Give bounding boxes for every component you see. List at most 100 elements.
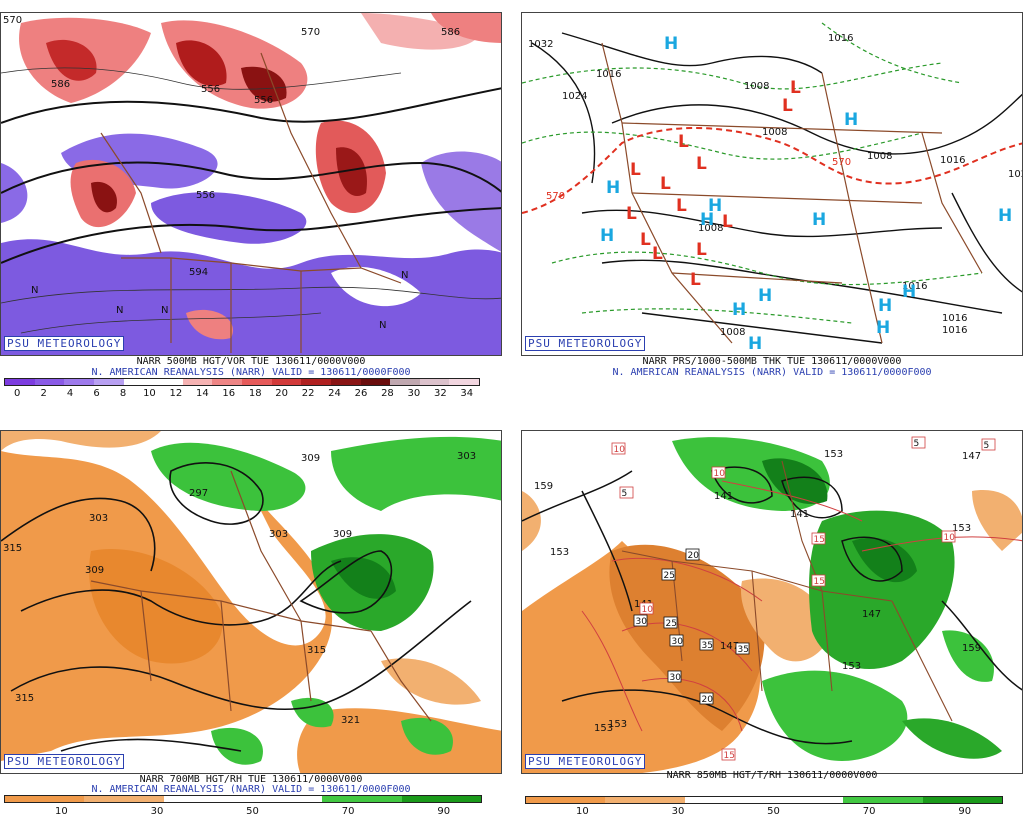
colorbar-swatch	[401, 796, 481, 802]
contour-label: 556	[254, 95, 273, 106]
high-pressure-marker: H	[876, 318, 890, 338]
colorbar-tick-label: 22	[301, 388, 315, 399]
colorbar-swatch	[153, 379, 183, 385]
psu-meteorology-brand: PSU METEOROLOGY	[4, 336, 125, 351]
colorbar-tick-label: 10	[575, 806, 589, 817]
colorbar-tick-label: 24	[328, 388, 341, 399]
colorbar-swatch	[271, 379, 302, 385]
temperature-label: 10	[611, 442, 626, 455]
temperature-label: 5	[981, 438, 996, 451]
temperature-label: 30	[633, 614, 648, 627]
high-pressure-marker: H	[664, 34, 678, 54]
colorbar-swatch	[5, 796, 85, 802]
vorticity-map: 570 586 570 586 556 556 556 594 N N N N …	[0, 12, 502, 356]
colorbar-tick-label: 30	[671, 806, 685, 817]
rh850-colorbar-labels: 10 30 50 70 90	[525, 806, 1003, 818]
colorbar-swatch	[163, 796, 243, 802]
temperature-label: 30	[667, 670, 682, 683]
contour-label: 1008	[867, 151, 892, 162]
high-pressure-marker: H	[748, 334, 762, 354]
contour-label: 153	[608, 719, 627, 730]
temperature-label: 15	[721, 748, 736, 761]
n-marker: N	[379, 320, 386, 331]
low-pressure-marker: L	[782, 96, 793, 116]
colorbar-tick-label: 90	[437, 806, 451, 817]
temperature-label: 5	[911, 436, 926, 449]
n-marker: N	[161, 305, 168, 316]
colorbar-tick-label: 14	[195, 388, 209, 399]
high-pressure-marker: H	[844, 110, 858, 130]
colorbar-swatch	[301, 379, 331, 385]
contour-label: 309	[333, 529, 352, 540]
contour-label: 1008	[720, 327, 745, 338]
contour-label: 1008	[744, 81, 769, 92]
colorbar-swatch	[330, 379, 361, 385]
contour-label: 586	[51, 79, 70, 90]
contour-label: 141	[714, 491, 733, 502]
colorbar-swatch	[93, 379, 124, 385]
contour-label: 1016	[942, 313, 967, 324]
high-pressure-marker: H	[878, 296, 892, 316]
colorbar-swatch	[390, 379, 420, 385]
contour-label: 1008	[698, 223, 723, 234]
contour-label: 1016	[940, 155, 965, 166]
n-marker: N	[31, 285, 38, 296]
low-pressure-marker: L	[696, 154, 707, 174]
colorbar-tick-label: 26	[354, 388, 368, 399]
high-pressure-marker: H	[606, 178, 620, 198]
temperature-label: 15	[811, 532, 826, 545]
high-pressure-marker: H	[902, 282, 916, 302]
low-pressure-marker: L	[626, 204, 637, 224]
pressure-map: 1032 1024 1016 1008 1016 1008 1008 1008 …	[521, 12, 1023, 356]
svg-text:35: 35	[702, 641, 713, 651]
colorbar-swatch	[242, 796, 323, 802]
temperature-label: 5	[619, 486, 634, 499]
colorbar-tick-label: 30	[407, 388, 421, 399]
svg-text:35: 35	[738, 645, 749, 655]
colorbar-tick-label: 16	[222, 388, 236, 399]
colorbar-tick-label: 8	[119, 388, 127, 399]
svg-text:30: 30	[636, 617, 648, 627]
colorbar-swatch	[843, 797, 923, 803]
panel-850mb-rh: 159 153 153 147 141 141 147 153 153 159 …	[521, 418, 1023, 818]
contour-label: 321	[341, 715, 360, 726]
svg-text:15: 15	[724, 751, 735, 761]
svg-text:10: 10	[944, 533, 956, 543]
contour-label: 570	[301, 27, 320, 38]
colorbar-swatch	[64, 379, 94, 385]
svg-text:25: 25	[664, 571, 675, 581]
high-pressure-marker: H	[708, 196, 722, 216]
colorbar-swatch	[84, 796, 164, 802]
panel-500mb-vorticity: 570 586 570 586 556 556 556 594 N N N N …	[0, 0, 502, 400]
contour-label: 153	[842, 661, 861, 672]
high-pressure-marker: H	[812, 210, 826, 230]
colorbar-swatch	[419, 379, 450, 385]
panel-pressure-thickness: 1032 1024 1016 1008 1016 1008 1008 1008 …	[521, 0, 1023, 400]
svg-text:20: 20	[702, 695, 714, 705]
rh850-colorbar	[525, 796, 1003, 804]
contour-label: 153	[550, 547, 569, 558]
vorticity-colorbar-labels: 0 2 4 6 8 10 12 14 16 18 20 22 24 26 28 30 32 34	[4, 388, 480, 400]
temperature-label: 20	[699, 692, 714, 705]
low-pressure-marker: L	[652, 244, 663, 264]
panel-700mb-rh: 309 303 297 303 309 315 309 303 315 315 …	[0, 418, 502, 818]
panel-subtitle: N. AMERICAN REANALYSIS (NARR) VALID = 13…	[91, 784, 411, 795]
low-pressure-marker: L	[660, 174, 671, 194]
n-marker: N	[401, 270, 408, 281]
panel-title: NARR 500MB HGT/VOR TUE 130611/0000V000	[136, 356, 366, 367]
contour-label: 1016	[596, 69, 621, 80]
colorbar-swatch	[242, 379, 272, 385]
colorbar-tick-label: 70	[862, 806, 876, 817]
temperature-label: 15	[811, 574, 826, 587]
colorbar-tick-label: 34	[460, 388, 474, 399]
colorbar-tick-label: 28	[381, 388, 394, 399]
contour-label: 147	[720, 641, 739, 652]
svg-text:10: 10	[614, 445, 626, 455]
svg-text:10: 10	[642, 605, 654, 615]
svg-text:30: 30	[670, 673, 682, 683]
contour-label: 1016	[828, 33, 853, 44]
rh850-map: 159 153 153 147 141 141 147 153 153 159 …	[521, 430, 1023, 774]
contour-label: 297	[189, 488, 208, 499]
temperature-label: 10	[639, 602, 654, 615]
panel-subtitle: N. AMERICAN REANALYSIS (NARR) VALID = 13…	[612, 367, 932, 378]
